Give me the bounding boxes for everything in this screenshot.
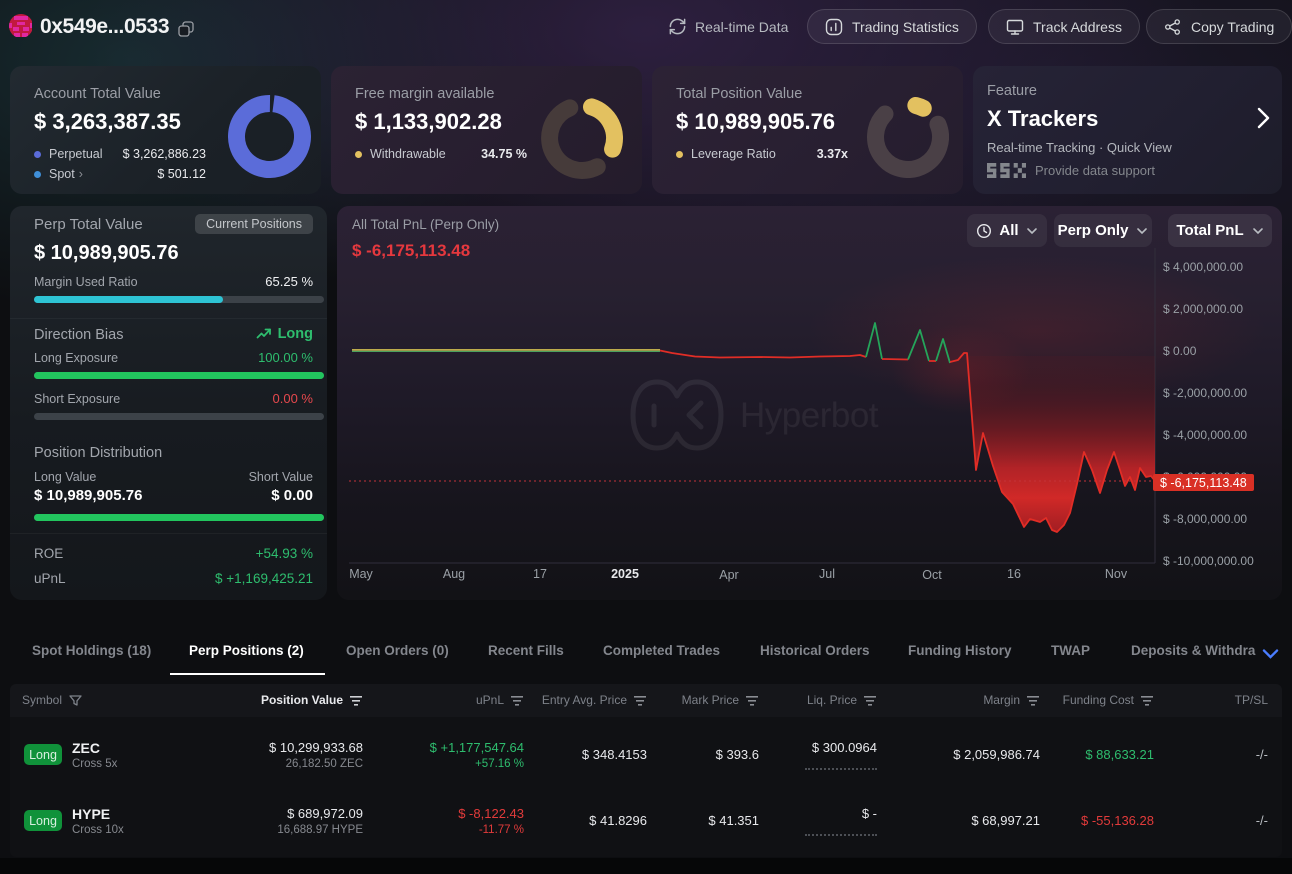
svg-text:16: 16: [1007, 567, 1021, 581]
svg-text:Nov: Nov: [1105, 567, 1128, 581]
svg-text:$ 0.00: $ 0.00: [1163, 344, 1197, 358]
svg-text:$ -10,000,000.00: $ -10,000,000.00: [1163, 554, 1254, 568]
svg-text:$ -8,000,000.00: $ -8,000,000.00: [1163, 512, 1247, 526]
svg-text:$ 4,000,000.00: $ 4,000,000.00: [1163, 260, 1243, 274]
svg-text:$ 2,000,000.00: $ 2,000,000.00: [1163, 302, 1243, 316]
svg-text:$ -6,175,113.48: $ -6,175,113.48: [1160, 476, 1247, 490]
svg-text:$ -2,000,000.00: $ -2,000,000.00: [1163, 386, 1247, 400]
svg-text:2025: 2025: [611, 567, 639, 581]
svg-text:Apr: Apr: [719, 568, 738, 582]
svg-text:Hyperbot: Hyperbot: [740, 396, 879, 435]
svg-text:17: 17: [533, 567, 547, 581]
svg-text:Aug: Aug: [443, 567, 465, 581]
svg-text:$ -4,000,000.00: $ -4,000,000.00: [1163, 428, 1247, 442]
svg-text:Oct: Oct: [922, 568, 942, 582]
svg-text:Jul: Jul: [819, 567, 835, 581]
svg-text:May: May: [349, 567, 373, 581]
